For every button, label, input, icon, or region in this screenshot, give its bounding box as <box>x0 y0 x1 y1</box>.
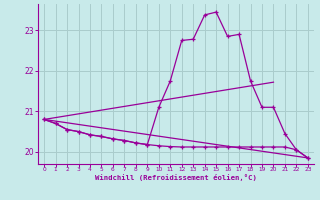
X-axis label: Windchill (Refroidissement éolien,°C): Windchill (Refroidissement éolien,°C) <box>95 174 257 181</box>
